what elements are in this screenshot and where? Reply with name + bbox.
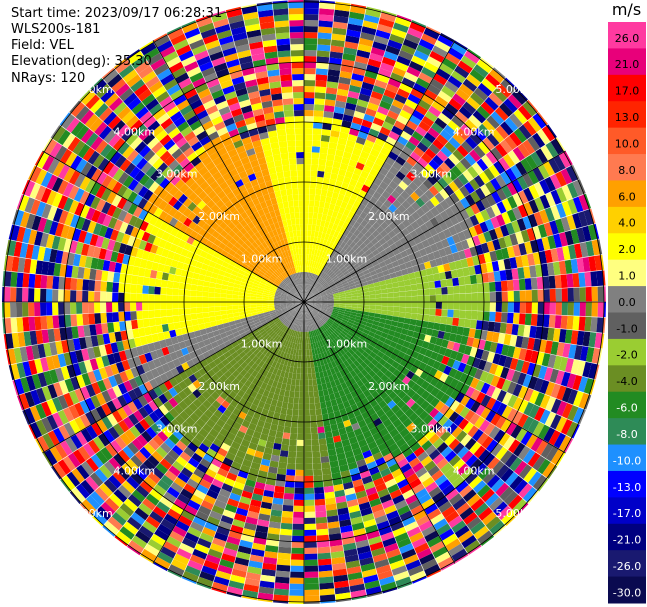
elevation-label: Elevation(deg): 35.30 (11, 54, 152, 69)
colorbar-tick-label: -2.0 (616, 349, 637, 362)
azimuth-spoke (42, 301, 305, 454)
colorbar-swatch (608, 180, 646, 208)
colorbar-tick-label: 21.0 (615, 58, 640, 71)
colorbar-swatch (608, 365, 646, 393)
colorbar: 26.0 21.0 17.0 13.0 10.0 8.0 6.0 4.0 2.0 1.0 0.0 -1… (608, 22, 646, 604)
range-label: 3.00km (156, 422, 198, 435)
azimuth-spoke (303, 301, 456, 564)
colorbar-tick-label: -8.0 (616, 428, 637, 441)
colorbar-tick-label: -6.0 (616, 402, 637, 415)
nrays-label: NRays: 120 (11, 71, 86, 86)
colorbar-tick-label: 0.0 (618, 296, 636, 309)
colorbar-tick-label: -13.0 (613, 481, 641, 494)
colorbar-tick-label: -21.0 (613, 534, 641, 547)
range-label: 5.00km (495, 507, 537, 520)
colorbar-swatch (608, 444, 646, 472)
range-label: 3.00km (156, 168, 198, 181)
range-label: 5.00km (495, 83, 537, 96)
range-label: 2.00km (368, 210, 410, 223)
colorbar-swatch (608, 312, 646, 340)
colorbar-tick-label: 8.0 (618, 164, 636, 177)
colorbar-swatch (608, 523, 646, 551)
colorbar-swatch (608, 206, 646, 234)
colorbar-tick-label: 10.0 (615, 137, 640, 150)
colorbar-swatch (608, 22, 646, 49)
azimuth-spoke (42, 150, 305, 303)
colorbar-swatch (608, 550, 646, 578)
azimuth-spoke (303, 150, 566, 303)
range-label: 1.00km (326, 337, 368, 350)
range-label: 4.00km (114, 125, 156, 138)
range-label: 5.00km (71, 83, 113, 96)
colorbar-tick-label: 13.0 (615, 111, 640, 124)
colorbar-swatch (608, 470, 646, 498)
colorbar-tick-label: -26.0 (613, 560, 641, 573)
colorbar-swatch (608, 576, 646, 604)
azimuth-spokes (2, 0, 606, 604)
range-label: 4.00km (453, 125, 495, 138)
range-label: 2.00km (198, 210, 240, 223)
azimuth-spoke (152, 40, 305, 303)
colorbar-tick-label: -1.0 (616, 322, 637, 335)
azimuth-spoke (303, 40, 456, 303)
colorbar-swatch (608, 101, 646, 129)
colorbar-swatch (608, 48, 646, 76)
colorbar-swatch (608, 259, 646, 287)
velocity-field (2, 0, 606, 604)
field-label: Field: VEL (11, 38, 74, 53)
colorbar-unit: m/s (611, 0, 642, 19)
colorbar-swatch (608, 74, 646, 102)
colorbar-swatch (608, 154, 646, 181)
range-label: 3.00km (410, 422, 452, 435)
range-label: 3.00km (410, 168, 452, 181)
range-label: 2.00km (198, 380, 240, 393)
range-label: 4.00km (114, 465, 156, 478)
colorbar-swatch (608, 233, 646, 261)
instrument-label: WLS200s-181 (11, 22, 101, 37)
range-label: 5.00km (71, 507, 113, 520)
colorbar-tick-label: 26.0 (615, 32, 640, 45)
colorbar-swatch (608, 391, 646, 419)
colorbar-tick-label: -30.0 (613, 586, 641, 599)
azimuth-spoke (303, 301, 566, 454)
colorbar-tick-label: 1.0 (618, 269, 636, 282)
range-label: 1.00km (326, 253, 368, 266)
colorbar-tick-label: -17.0 (613, 507, 641, 520)
colorbar-swatch (608, 286, 646, 313)
range-label: 1.00km (241, 337, 283, 350)
range-labels: 1.00km 2.00km 3.00km 4.00km 5.00km 1.00km 2.00… (71, 83, 537, 520)
colorbar-tick-label: 2.0 (618, 243, 636, 256)
azimuth-spoke (152, 301, 305, 564)
colorbar-swatch (608, 338, 646, 366)
colorbar-swatch (608, 497, 646, 525)
range-label: 2.00km (368, 380, 410, 393)
colorbar-tick-label: 17.0 (615, 85, 640, 98)
colorbar-tick-label: -4.0 (616, 375, 637, 388)
colorbar-swatch (608, 418, 646, 446)
range-label: 1.00km (241, 253, 283, 266)
start-time-label: Start time: 2023/09/17 06:28:31 (11, 6, 223, 21)
colorbar-swatch (608, 127, 646, 155)
range-label: 4.00km (453, 465, 495, 478)
colorbar-tick-label: 6.0 (618, 190, 636, 203)
colorbar-tick-label: -10.0 (613, 454, 641, 467)
colorbar-tick-label: 4.0 (618, 217, 636, 230)
